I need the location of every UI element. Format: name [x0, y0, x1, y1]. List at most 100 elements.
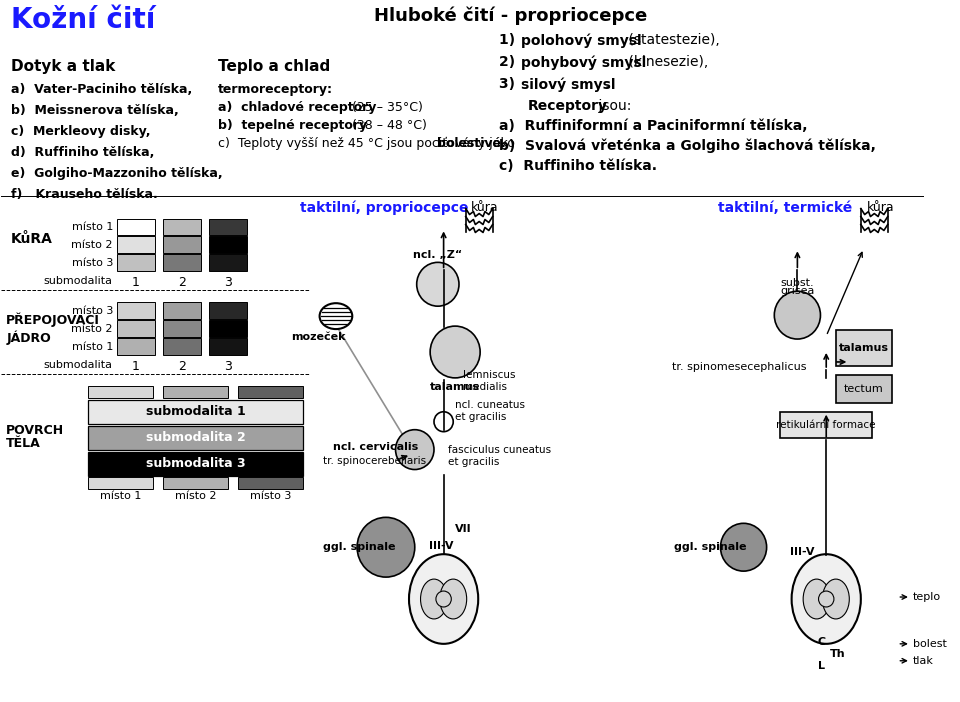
Ellipse shape: [440, 579, 467, 619]
Circle shape: [417, 263, 459, 306]
Text: (25 – 35°C): (25 – 35°C): [348, 101, 423, 114]
Text: Kožní čití: Kožní čití: [11, 6, 156, 34]
Bar: [88, 477, 154, 489]
Ellipse shape: [823, 579, 850, 619]
Bar: [238, 477, 303, 489]
Text: submodalita 1: submodalita 1: [146, 405, 246, 418]
Text: f)   Krauseho tělíska.: f) Krauseho tělíska.: [11, 187, 157, 201]
Text: místo 1: místo 1: [100, 491, 141, 501]
Text: bolestivé.: bolestivé.: [437, 137, 506, 150]
Text: 1: 1: [132, 277, 140, 289]
Bar: [209, 254, 248, 271]
Text: teplo: teplo: [913, 592, 941, 602]
Ellipse shape: [320, 303, 352, 329]
Text: Th: Th: [830, 649, 846, 658]
Text: c)  Merkleovy disky,: c) Merkleovy disky,: [11, 125, 151, 138]
Bar: [163, 254, 202, 271]
Text: et gracilis: et gracilis: [455, 412, 507, 422]
Text: III-V: III-V: [429, 541, 454, 551]
Text: submodalita 3: submodalita 3: [146, 457, 246, 470]
Text: KůRA: KůRA: [11, 232, 53, 246]
Text: b)  tepelné receptory: b) tepelné receptory: [218, 119, 367, 132]
Text: (38 – 48 °C): (38 – 48 °C): [348, 119, 427, 132]
Text: retikulární formace: retikulární formace: [777, 420, 876, 430]
Text: místo 2: místo 2: [71, 324, 113, 334]
Text: submodalita: submodalita: [44, 360, 113, 370]
Bar: [209, 302, 248, 319]
Circle shape: [436, 591, 451, 607]
Text: kůra: kůra: [470, 201, 498, 213]
Text: 3: 3: [225, 277, 232, 289]
Text: 2: 2: [179, 277, 186, 289]
Text: PŘEPOJOVACÍ: PŘEPOJOVACÍ: [6, 313, 100, 327]
Text: 2: 2: [179, 360, 186, 373]
Text: et gracilis: et gracilis: [448, 456, 500, 467]
Bar: [88, 386, 154, 398]
Text: 3: 3: [225, 360, 232, 373]
Text: místo 2: místo 2: [175, 491, 216, 501]
Text: TĚLA: TĚLA: [6, 437, 41, 450]
Text: taktilní, propriocepce: taktilní, propriocepce: [300, 201, 468, 215]
Text: c)  Ruffiniho tělíska.: c) Ruffiniho tělíska.: [499, 159, 658, 173]
Circle shape: [396, 430, 434, 470]
Text: Hluboké čití - propriocepce: Hluboké čití - propriocepce: [374, 6, 648, 25]
Text: místo 2: místo 2: [71, 240, 113, 251]
Text: a)  Ruffiniformní a Paciniformní tělíska,: a) Ruffiniformní a Paciniformní tělíska,: [499, 119, 808, 133]
Text: Receptory: Receptory: [528, 99, 609, 113]
Text: .: .: [604, 77, 609, 91]
Text: tr. spinomesecephalicus: tr. spinomesecephalicus: [672, 362, 807, 372]
Bar: [836, 375, 892, 403]
Text: silový smysl: silový smysl: [520, 77, 615, 91]
Bar: [117, 320, 156, 337]
Bar: [117, 254, 156, 271]
Bar: [88, 451, 303, 475]
Text: b)  Meissnerova tělíska,: b) Meissnerova tělíska,: [11, 104, 179, 117]
Text: subst.: subst.: [780, 278, 814, 289]
Text: 1): 1): [499, 33, 525, 47]
Text: lemniscus: lemniscus: [463, 370, 516, 380]
Bar: [238, 386, 303, 398]
Text: fasciculus cuneatus: fasciculus cuneatus: [448, 444, 552, 455]
Ellipse shape: [804, 579, 830, 619]
Text: tectum: tectum: [844, 384, 883, 394]
Text: místo 3: místo 3: [250, 491, 291, 501]
Bar: [117, 302, 156, 319]
Text: kůra: kůra: [867, 201, 894, 213]
Bar: [88, 425, 303, 449]
Text: místo 3: místo 3: [72, 306, 113, 316]
Text: grisea: grisea: [780, 286, 815, 296]
Text: e)  Golgiho-Mazzoniho tělíska,: e) Golgiho-Mazzoniho tělíska,: [11, 167, 223, 180]
Text: ncl. cuneatus: ncl. cuneatus: [455, 400, 525, 410]
Circle shape: [357, 517, 415, 577]
Text: submodalita 2: submodalita 2: [146, 431, 246, 444]
Text: Dotyk a tlak: Dotyk a tlak: [11, 59, 115, 74]
Bar: [836, 330, 892, 366]
Text: Teplo a chlad: Teplo a chlad: [218, 59, 330, 74]
Text: ggl. spinale: ggl. spinale: [674, 542, 747, 552]
Bar: [163, 386, 228, 398]
Bar: [209, 320, 248, 337]
Text: L: L: [818, 661, 825, 671]
Text: POVRCH: POVRCH: [6, 424, 64, 437]
Bar: [209, 237, 248, 253]
Text: talamus: talamus: [839, 343, 889, 353]
Text: bolest: bolest: [913, 639, 947, 649]
Bar: [88, 400, 303, 424]
Ellipse shape: [420, 579, 447, 619]
Text: tlak: tlak: [913, 656, 934, 665]
Text: taktilní, termické: taktilní, termické: [718, 201, 852, 215]
Text: ggl. spinale: ggl. spinale: [324, 542, 396, 552]
Circle shape: [819, 591, 834, 607]
Bar: [163, 477, 228, 489]
Text: III-V: III-V: [790, 548, 814, 557]
Text: místo 1: místo 1: [72, 223, 113, 232]
Text: d)  Ruffiniho tělíska,: d) Ruffiniho tělíska,: [11, 146, 155, 159]
Bar: [163, 237, 202, 253]
Bar: [163, 338, 202, 355]
Ellipse shape: [792, 554, 861, 644]
Text: mozeček: mozeček: [292, 332, 346, 342]
Bar: [209, 338, 248, 355]
Text: JÁDRO: JÁDRO: [6, 331, 51, 345]
Bar: [780, 412, 873, 437]
Text: C: C: [817, 637, 826, 647]
